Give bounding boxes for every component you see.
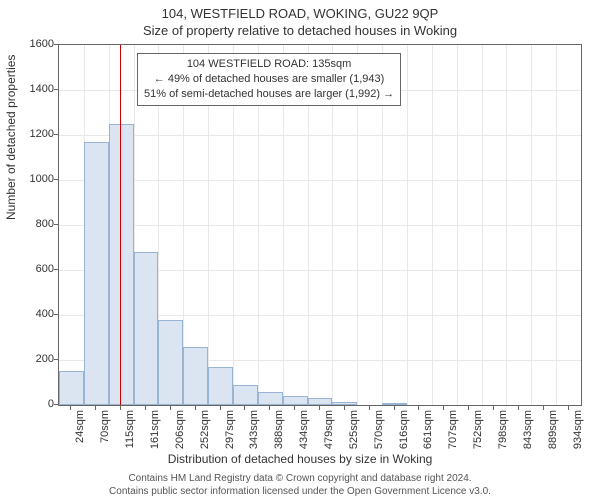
chart-title-sub: Size of property relative to detached ho…	[0, 21, 600, 38]
gridline-v	[482, 45, 483, 405]
x-tick-mark	[70, 406, 71, 410]
x-tick-label: 752sqm	[472, 410, 484, 456]
x-tick-label: 434sqm	[298, 410, 310, 456]
histogram-bar	[59, 371, 84, 405]
histogram-bar	[134, 252, 159, 405]
gridline-v	[531, 45, 532, 405]
gridline-v	[506, 45, 507, 405]
x-tick-label: 479sqm	[323, 410, 335, 456]
histogram-bar	[258, 392, 283, 406]
x-tick-mark	[120, 406, 121, 410]
x-tick-mark	[344, 406, 345, 410]
footer-line-1: Contains HM Land Registry data © Crown c…	[0, 472, 600, 485]
y-tick-mark	[54, 44, 58, 45]
x-tick-label: 843sqm	[522, 410, 534, 456]
plot-area: 104 WESTFIELD ROAD: 135sqm← 49% of detac…	[58, 44, 582, 406]
x-tick-mark	[319, 406, 320, 410]
y-tick-label: 1000	[14, 173, 54, 185]
x-tick-mark	[294, 406, 295, 410]
annotation-line: ← 49% of detached houses are smaller (1,…	[144, 72, 394, 87]
y-tick-label: 800	[14, 218, 54, 230]
x-tick-mark	[418, 406, 419, 410]
marker-line	[120, 45, 121, 405]
x-tick-mark	[468, 406, 469, 410]
x-tick-label: 70sqm	[99, 410, 111, 456]
x-tick-label: 798sqm	[497, 410, 509, 456]
x-tick-mark	[369, 406, 370, 410]
x-tick-label: 525sqm	[348, 410, 360, 456]
x-tick-label: 889sqm	[547, 410, 559, 456]
footer-note: Contains HM Land Registry data © Crown c…	[0, 472, 600, 498]
x-tick-label: 252sqm	[199, 410, 211, 456]
annotation-line: 104 WESTFIELD ROAD: 135sqm	[144, 57, 394, 72]
histogram-bar	[233, 385, 258, 405]
x-tick-label: 24sqm	[74, 410, 86, 456]
gridline-v	[457, 45, 458, 405]
x-tick-label: 161sqm	[149, 410, 161, 456]
y-tick-mark	[54, 269, 58, 270]
x-tick-label: 934sqm	[572, 410, 584, 456]
y-tick-mark	[54, 314, 58, 315]
gridline-h	[59, 135, 581, 136]
x-tick-mark	[443, 406, 444, 410]
gridline-h	[59, 180, 581, 181]
annotation-box: 104 WESTFIELD ROAD: 135sqm← 49% of detac…	[137, 53, 401, 106]
x-tick-label: 343sqm	[248, 410, 260, 456]
x-tick-mark	[244, 406, 245, 410]
x-tick-label: 297sqm	[224, 410, 236, 456]
x-tick-mark	[543, 406, 544, 410]
x-tick-mark	[220, 406, 221, 410]
x-tick-label: 570sqm	[373, 410, 385, 456]
x-tick-mark	[518, 406, 519, 410]
x-tick-mark	[568, 406, 569, 410]
histogram-bar	[109, 124, 134, 405]
x-tick-label: 388sqm	[273, 410, 285, 456]
histogram-bar	[332, 402, 357, 405]
y-tick-mark	[54, 134, 58, 135]
y-tick-mark	[54, 404, 58, 405]
histogram-bar	[382, 403, 407, 405]
annotation-line: 51% of semi-detached houses are larger (…	[144, 87, 394, 102]
y-tick-label: 1400	[14, 83, 54, 95]
gridline-v	[432, 45, 433, 405]
histogram-bar	[158, 320, 183, 406]
x-tick-mark	[269, 406, 270, 410]
y-tick-label: 0	[14, 398, 54, 410]
x-tick-mark	[95, 406, 96, 410]
y-tick-label: 1200	[14, 128, 54, 140]
y-tick-mark	[54, 359, 58, 360]
chart-title-main: 104, WESTFIELD ROAD, WOKING, GU22 9QP	[0, 0, 600, 21]
x-tick-mark	[195, 406, 196, 410]
histogram-bar	[183, 347, 208, 406]
x-tick-label: 206sqm	[174, 410, 186, 456]
gridline-h	[59, 225, 581, 226]
y-tick-label: 400	[14, 308, 54, 320]
x-tick-label: 616sqm	[398, 410, 410, 456]
footer-line-2: Contains public sector information licen…	[0, 485, 600, 498]
x-tick-mark	[394, 406, 395, 410]
y-tick-label: 200	[14, 353, 54, 365]
x-tick-mark	[493, 406, 494, 410]
gridline-v	[407, 45, 408, 405]
histogram-bar	[308, 398, 333, 405]
y-tick-label: 600	[14, 263, 54, 275]
x-tick-label: 661sqm	[422, 410, 434, 456]
y-tick-mark	[54, 224, 58, 225]
histogram-bar	[208, 367, 233, 405]
x-tick-label: 115sqm	[124, 410, 136, 456]
y-tick-label: 1600	[14, 38, 54, 50]
x-tick-label: 707sqm	[447, 410, 459, 456]
x-tick-mark	[170, 406, 171, 410]
x-tick-mark	[145, 406, 146, 410]
chart-container: 104, WESTFIELD ROAD, WOKING, GU22 9QP Si…	[0, 0, 600, 500]
y-tick-mark	[54, 89, 58, 90]
histogram-bar	[84, 142, 109, 405]
histogram-bar	[283, 396, 308, 405]
y-tick-mark	[54, 179, 58, 180]
gridline-v	[556, 45, 557, 405]
